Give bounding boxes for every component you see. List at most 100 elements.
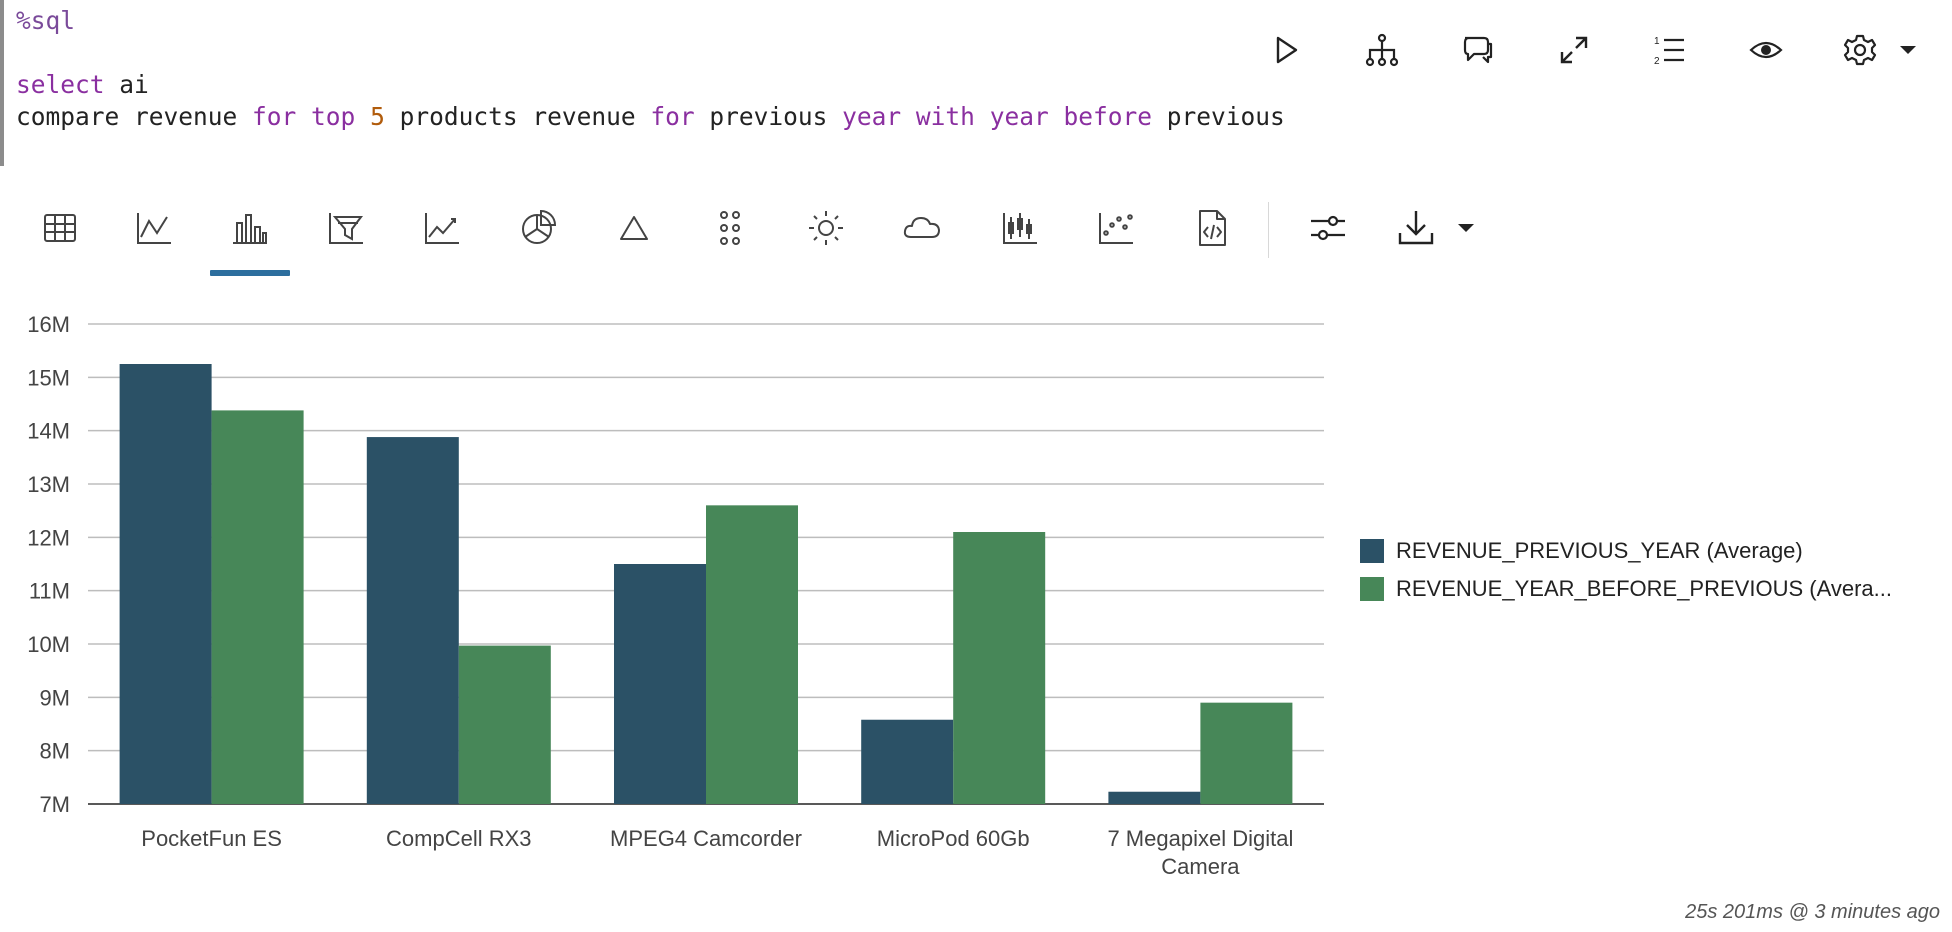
code-token: 5: [370, 102, 385, 131]
comment-icon: [1463, 36, 1493, 64]
pyramid-chart-button[interactable]: [594, 200, 674, 256]
list-numbered-icon: 12: [1654, 36, 1684, 67]
y-tick-label: 14M: [27, 419, 70, 444]
code-token: [901, 102, 916, 131]
y-tick-label: 8M: [39, 739, 70, 764]
hierarchy-icon: [1365, 33, 1399, 67]
x-tick-label: 7 Megapixel Digital: [1107, 826, 1293, 851]
magic-directive: %sql: [16, 6, 76, 35]
pyramid-icon: [620, 216, 648, 240]
scatter-icon: [1099, 213, 1133, 244]
code-token: top: [311, 102, 356, 131]
cloud-icon: [903, 217, 940, 238]
legend-swatch: [1360, 577, 1384, 601]
code-token: [355, 102, 370, 131]
area-chart-icon: [425, 213, 459, 244]
code-token: [1049, 102, 1064, 131]
bar-revenue-previous-year: [614, 564, 706, 804]
code-token: year: [989, 102, 1049, 131]
bar-revenue-year-before-previous: [706, 505, 798, 804]
editor-left-border: [0, 0, 4, 166]
code-token: [296, 102, 311, 131]
funnel-chart-button[interactable]: [306, 200, 386, 256]
eye-icon: [1749, 41, 1783, 59]
legend-item[interactable]: REVENUE_YEAR_BEFORE_PREVIOUS (Avera...: [1360, 570, 1892, 608]
hierarchy-button[interactable]: [1358, 26, 1406, 74]
y-tick-label: 12M: [27, 525, 70, 550]
bar-revenue-previous-year: [366, 437, 459, 804]
chart-canvas: 7M 8M 9M 10M 11M 12M 13M 14M 15M 16M PocketFun ES C…: [27, 312, 1324, 879]
bar-chart: 7M 8M 9M 10M 11M 12M 13M 14M 15M 16M PocketFun ES C…: [0, 290, 1952, 890]
x-tick-label: PocketFun ES: [141, 826, 282, 851]
download-dropdown[interactable]: [1448, 200, 1484, 256]
code-token: before: [1063, 102, 1152, 131]
bar-revenue-previous-year: [1108, 791, 1201, 804]
code-text[interactable]: %sql select ai compare revenue for top 5…: [16, 5, 1285, 133]
code-token: previous: [694, 102, 843, 131]
legend-item[interactable]: REVENUE_PREVIOUS_YEAR (Average): [1360, 532, 1892, 570]
svg-text:2: 2: [1654, 56, 1660, 67]
line-chart-button[interactable]: [114, 200, 194, 256]
y-tick-label: 10M: [27, 632, 70, 657]
settings-dropdown[interactable]: [1894, 26, 1922, 74]
x-tick-label: Camera: [1161, 854, 1240, 879]
pie-chart-button[interactable]: [498, 200, 578, 256]
code-token: compare revenue: [16, 102, 253, 131]
code-token: year: [842, 102, 902, 131]
code-token: for: [252, 102, 297, 131]
x-tick-label: MicroPod 60Gb: [877, 826, 1030, 851]
comments-button[interactable]: [1454, 26, 1502, 74]
visualization-toolbar: [0, 200, 1500, 280]
funnel-chart-icon: [329, 213, 363, 244]
x-tick-label: MPEG4 Camcorder: [610, 826, 802, 851]
area-chart-button[interactable]: [402, 200, 482, 256]
y-tick-label: 7M: [39, 792, 70, 817]
code-ai: ai: [104, 70, 149, 99]
caret-down-icon: [1458, 224, 1474, 232]
expand-icon: [1560, 36, 1588, 64]
visibility-button[interactable]: [1742, 26, 1790, 74]
settings-button[interactable]: [1836, 26, 1884, 74]
legend-label: REVENUE_PREVIOUS_YEAR (Average): [1396, 538, 1803, 563]
gear-icon: [1843, 34, 1877, 66]
chart-legend: REVENUE_PREVIOUS_YEAR (Average) REVENUE_Y…: [1360, 532, 1892, 608]
y-tick-label: 15M: [27, 365, 70, 390]
code-view-button[interactable]: [1172, 200, 1252, 256]
y-tick-label: 16M: [27, 312, 70, 337]
sunburst-chart-button[interactable]: [786, 200, 866, 256]
scatter-chart-button[interactable]: [1076, 200, 1156, 256]
pie-chart-icon: [522, 209, 557, 244]
x-tick-label: CompCell RX3: [386, 826, 532, 851]
code-token: previous: [1152, 102, 1285, 131]
run-icon: [1276, 36, 1298, 64]
code-token: with: [915, 102, 975, 131]
download-button[interactable]: [1376, 200, 1456, 256]
code-token: products revenue: [384, 102, 651, 131]
expand-button[interactable]: [1550, 26, 1598, 74]
chart-settings-button[interactable]: [1288, 200, 1368, 256]
dot-grid-button[interactable]: [690, 200, 770, 256]
prompt-line: compare revenue for top 5 products reven…: [16, 102, 1285, 131]
code-token: for: [650, 102, 695, 131]
boxplot-chart-button[interactable]: [980, 200, 1060, 256]
word-cloud-button[interactable]: [882, 200, 962, 256]
code-token: [975, 102, 990, 131]
legend-swatch: [1360, 539, 1384, 563]
bar-chart-button[interactable]: [210, 200, 290, 276]
bar-revenue-year-before-previous: [1200, 702, 1293, 804]
y-tick-label: 11M: [29, 579, 70, 604]
run-button[interactable]: [1262, 26, 1310, 74]
bar-revenue-year-before-previous: [953, 532, 1046, 804]
bar-revenue-previous-year: [861, 719, 954, 804]
code-editor[interactable]: %sql select ai compare revenue for top 5…: [0, 0, 1952, 168]
bar-revenue-year-before-previous: [211, 410, 304, 804]
settings-sliders-icon: [1311, 215, 1345, 241]
execution-timing: 25s 201ms @ 3 minutes ago: [1685, 901, 1940, 923]
caret-down-icon: [1900, 46, 1916, 54]
y-tick-label: 9M: [39, 685, 70, 710]
legend-label: REVENUE_YEAR_BEFORE_PREVIOUS (Avera...: [1396, 576, 1892, 601]
bar-chart-icon: [233, 214, 267, 244]
sunburst-icon: [809, 211, 843, 245]
table-view-button[interactable]: [20, 200, 100, 256]
